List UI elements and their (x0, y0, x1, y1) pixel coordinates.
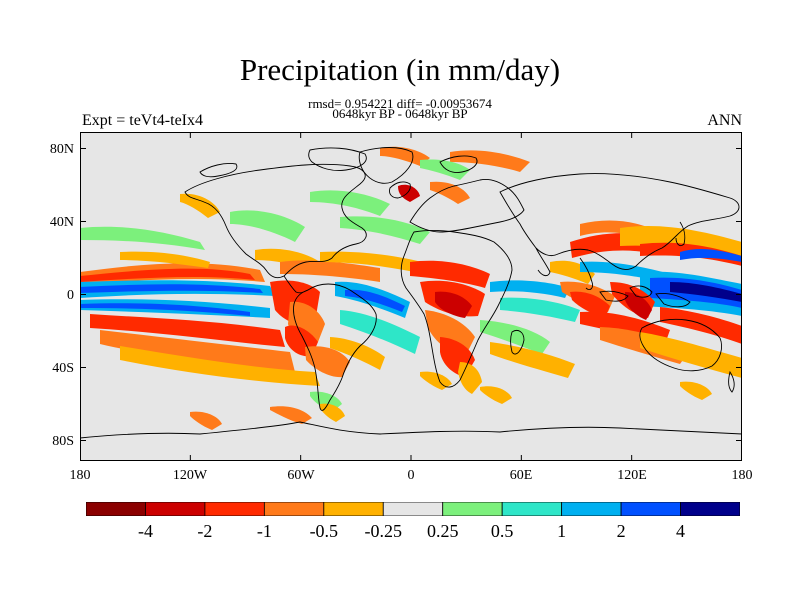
x-tick-label: 60W (287, 468, 315, 483)
colorbar-label: 4 (676, 521, 686, 541)
x-tick-label: 60E (509, 468, 533, 483)
x-tick-label: 120W (172, 468, 208, 483)
colorbar-label: 0.25 (426, 521, 459, 541)
colorbar-box (145, 502, 206, 516)
colorbar-label: 1 (557, 521, 567, 541)
plot-title: Precipitation (in mm/day) (239, 52, 561, 87)
colorbar-box (501, 502, 563, 516)
y-tick-label: 40N (49, 215, 74, 230)
coastlines (80, 147, 742, 439)
colorbar-box (263, 502, 325, 516)
x-tick-label: 0 (407, 468, 415, 483)
stats-line: rmsd= 0.954221 diff= -0.00953674 (308, 96, 492, 111)
colorbar-box (382, 502, 444, 516)
colorbar-box (680, 502, 740, 516)
x-tick-label: 180 (731, 468, 753, 483)
axis-ticks (80, 132, 742, 461)
colorbar-label: -4 (137, 521, 153, 541)
y-tick-label: 40S (52, 361, 74, 376)
experiment-label: Expt = teVt4-teIx4 (82, 112, 203, 129)
colorbar-box (442, 502, 503, 516)
colorbar-label: 0.5 (490, 521, 514, 541)
x-tick-label: 180 (69, 468, 91, 483)
colorbar-label: -2 (197, 521, 213, 541)
y-tick-label: 80N (49, 142, 74, 157)
colorbar-box (204, 502, 265, 516)
season-label: ANN (707, 112, 742, 129)
colorbar-box (561, 502, 622, 516)
precipitation-map (80, 132, 742, 461)
colorbar-box (86, 502, 146, 516)
colorbar (86, 502, 740, 516)
period-line: 0648kyr BP - 0648kyr BP (332, 106, 468, 121)
colorbar-box (323, 502, 384, 516)
colorbar-label: -1 (256, 521, 272, 541)
colorbar-label: 2 (616, 521, 626, 541)
y-tick-label: 0 (67, 288, 74, 303)
x-tick-label: 120E (617, 468, 647, 483)
colorbar-label: -0.5 (309, 521, 339, 541)
colorbar-label: -0.25 (364, 521, 403, 541)
colorbar-box (620, 502, 681, 516)
y-tick-label: 80S (52, 434, 74, 449)
precip-anomaly-fields (80, 146, 742, 430)
